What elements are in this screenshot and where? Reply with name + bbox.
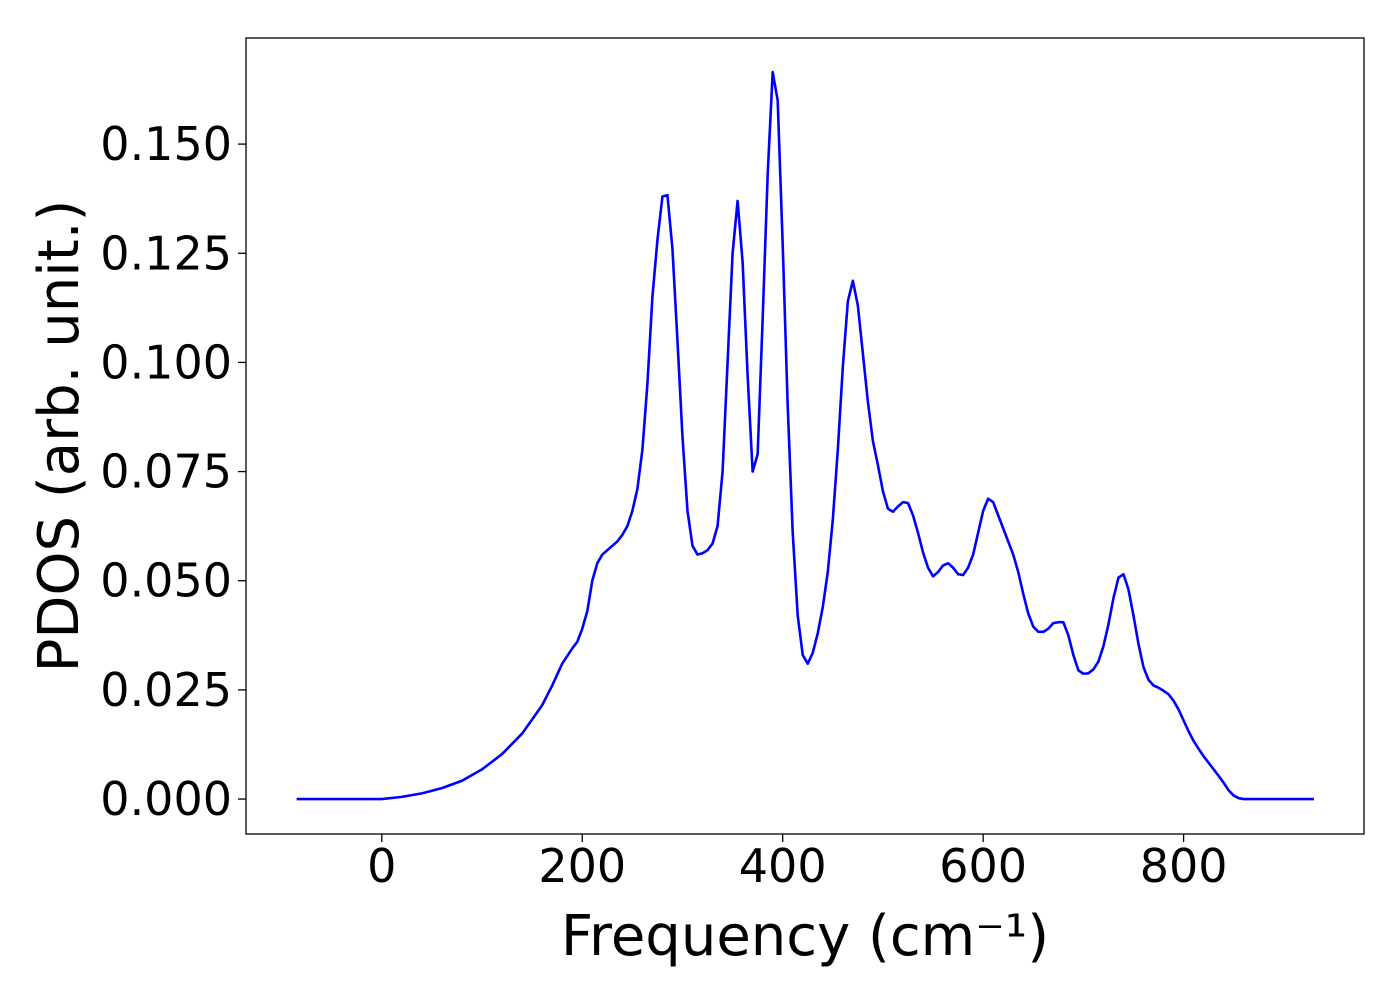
x-tick-label: 800 [1140, 839, 1228, 893]
y-tick-label: 0.025 [100, 663, 232, 717]
y-tick-label: 0.100 [100, 335, 232, 389]
y-axis-label: PDOS (arb. unit.) [27, 200, 92, 673]
y-tick-label: 0.050 [100, 554, 232, 608]
x-tick-label: 600 [939, 839, 1027, 893]
plot-frame [245, 37, 1365, 835]
x-tick-label: 400 [739, 839, 827, 893]
y-tick-label: 0.000 [100, 772, 232, 826]
y-tick-label: 0.075 [100, 445, 232, 499]
x-tick-label: 0 [367, 839, 396, 893]
data-line [296, 70, 1314, 801]
y-tick-label: 0.150 [100, 117, 232, 171]
y-tick-label: 0.125 [100, 226, 232, 280]
x-tick-label: 200 [538, 839, 626, 893]
x-axis-label: Frequency (cm⁻¹) [561, 904, 1049, 969]
